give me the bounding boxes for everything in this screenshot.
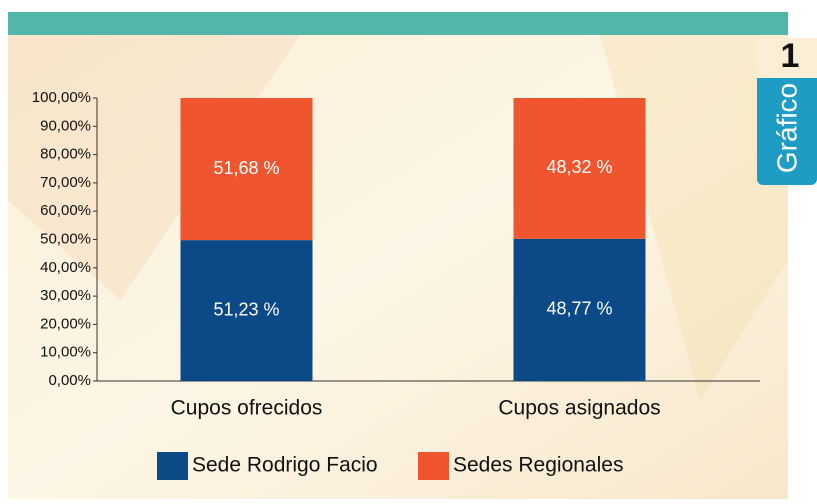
data-label: 48,32 % xyxy=(546,157,612,177)
x-tick-label: Cupos ofrecidos xyxy=(171,397,323,420)
x-tick-label: Cupos asignados xyxy=(498,397,660,420)
header-bar xyxy=(8,12,788,35)
y-tick-label: 70,00% xyxy=(40,174,91,191)
chart: 1 Gráfico 0,00% 10,00% 20,00% 30,00% 40,00% 5… xyxy=(0,0,817,499)
y-tick-label: 0,00% xyxy=(48,372,91,389)
legend-label: Sedes Regionales xyxy=(453,454,623,477)
data-label: 48,77 % xyxy=(546,299,612,319)
data-label: 51,68 % xyxy=(213,158,279,178)
page: {"chart_data": {"type": "bar", "stacking… xyxy=(0,0,817,499)
y-tick-label: 30,00% xyxy=(40,287,91,304)
y-tick-label: 90,00% xyxy=(40,117,91,134)
legend-label: Sede Rodrigo Facio xyxy=(192,454,378,477)
y-tick-label: 60,00% xyxy=(40,202,91,219)
y-tick-label: 100,00% xyxy=(32,89,91,106)
y-tick-label: 80,00% xyxy=(40,146,91,163)
badge-label: Gráfico xyxy=(771,83,802,173)
y-tick-label: 40,00% xyxy=(40,259,91,276)
y-tick-label: 20,00% xyxy=(40,315,91,332)
badge-number: 1 xyxy=(781,37,800,75)
legend-swatch xyxy=(157,452,188,480)
y-tick-label: 10,00% xyxy=(40,344,91,361)
legend-swatch xyxy=(418,452,449,480)
y-tick-label: 50,00% xyxy=(40,230,91,247)
data-label: 51,23 % xyxy=(213,299,279,319)
